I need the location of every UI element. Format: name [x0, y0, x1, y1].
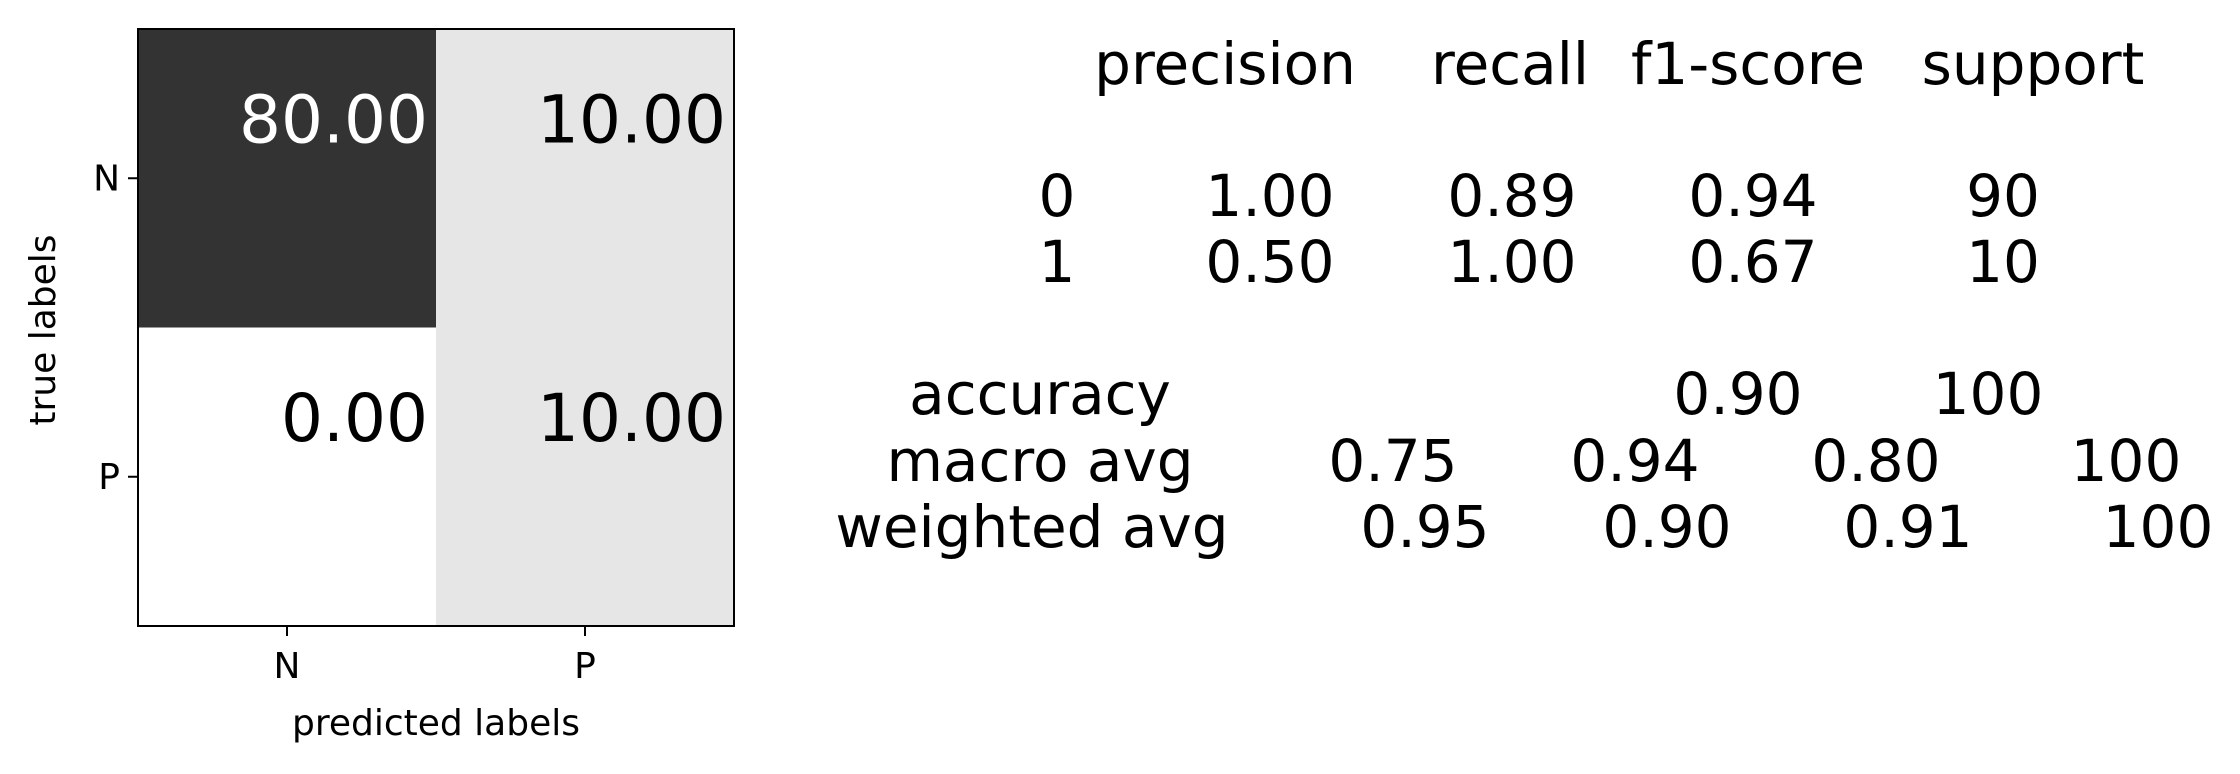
- report-column-header: recall: [1431, 30, 1589, 98]
- heatmap-cell: [436, 29, 734, 328]
- report-cell: 100: [2103, 493, 2214, 561]
- x-tick-label: P: [574, 646, 596, 687]
- heatmap-cell-label: 0.00: [281, 380, 428, 457]
- report-cell: 1.00: [1447, 228, 1576, 296]
- report-column-header: precision: [1094, 30, 1356, 98]
- report-column-header: support: [1922, 30, 2145, 98]
- heatmap-cell-label: 80.00: [239, 82, 428, 159]
- report-cell: 100: [2071, 427, 2182, 495]
- report-cell: 1.00: [1205, 162, 1334, 230]
- report-cell: 0.91: [1843, 493, 1972, 561]
- report-cell: 0.90: [1602, 493, 1731, 561]
- heatmap-cell: [138, 29, 436, 328]
- report-row-label: 1: [1039, 228, 1076, 296]
- x-tick-label: N: [274, 646, 301, 687]
- y-tick-label: P: [98, 457, 120, 498]
- report-cell: 0.50: [1205, 228, 1334, 296]
- confusion-matrix: 80.00 10.00 0.00 10.00: [138, 29, 734, 626]
- report-cell: 0.89: [1447, 162, 1576, 230]
- heatmap-cell: [436, 327, 734, 626]
- report-cell: 0.94: [1570, 427, 1699, 495]
- report-cell: 10: [1966, 228, 2040, 296]
- y-tick-label: N: [93, 158, 120, 199]
- report-cell: 0.67: [1688, 228, 1817, 296]
- report-row-label: 0: [1039, 162, 1076, 230]
- heatmap-cell: [138, 327, 436, 626]
- report-cell: 0.75: [1328, 427, 1457, 495]
- report-cell: 0.90: [1673, 360, 1802, 428]
- heatmap-cell-label: 10.00: [537, 82, 726, 159]
- y-axis-label: true labels: [23, 234, 64, 425]
- report-cell: 90: [1966, 162, 2040, 230]
- report-cell: 0.94: [1688, 162, 1817, 230]
- heatmap-axes: N P N P: [93, 28, 735, 687]
- report-row-label: macro avg: [886, 427, 1193, 495]
- report-row-label: accuracy: [909, 360, 1171, 428]
- report-cell: 0.95: [1360, 493, 1489, 561]
- report-column-header: f1-score: [1631, 30, 1865, 98]
- report-cell: 100: [1933, 360, 2044, 428]
- report-cell: 0.80: [1811, 427, 1940, 495]
- heatmap-cell-label: 10.00: [537, 380, 726, 457]
- report-row-label: weighted avg: [835, 493, 1228, 561]
- x-axis-label: predicted labels: [292, 703, 580, 744]
- heatmap-frame: [137, 28, 735, 627]
